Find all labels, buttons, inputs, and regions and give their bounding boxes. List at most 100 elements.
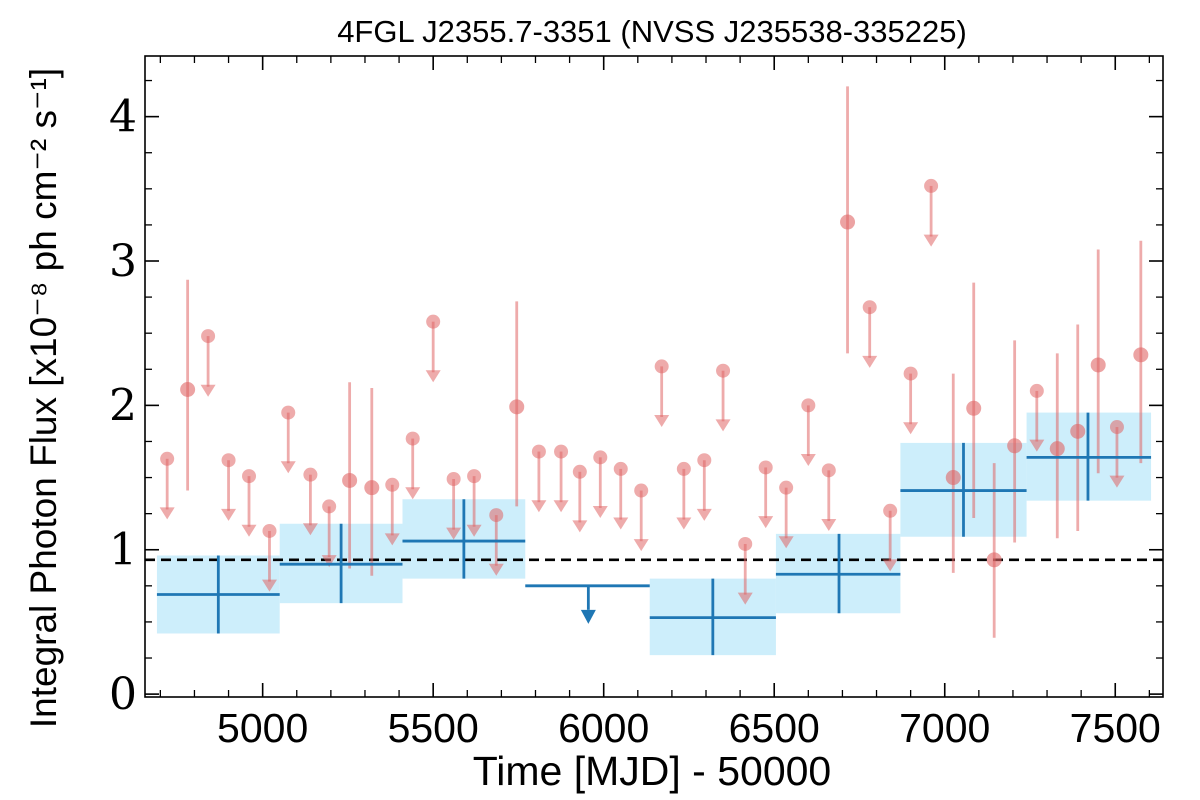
upper-limit-arrow [405,487,421,500]
axes-layer: 5000 5500 6000 6500 7000 7500 0 1 2 3 4 [109,55,1164,751]
upper-limit-arrow [903,422,919,435]
upper-limit-point [426,314,441,329]
upper-limit-point [242,469,257,484]
upper-limit-arrow [221,508,237,521]
upper-limit-arrow [821,518,837,531]
upper-limit-arrow [715,419,731,432]
short-bin-point [509,399,525,415]
upper-limit-point [554,444,569,459]
upper-limit-arrow [553,500,569,513]
upper-limit-arrow [696,508,712,521]
upper-limit-point [821,463,836,478]
upper-limit-point [593,450,608,465]
upper-limit-arrow [572,520,588,533]
upper-limit-point [697,453,712,468]
upper-limit-arrow [758,516,774,529]
upper-limit-arrow [280,461,296,474]
short-bin-point [945,470,961,486]
upper-limit-point [322,499,337,514]
chart-title: 4FGL J2355.7-3351 (NVSS J235538-335225) [337,14,967,49]
upper-limit-point [201,329,216,344]
plot-frame [144,55,1164,698]
short-bin-point [966,400,982,416]
upper-limit-arrow [200,384,216,397]
short-bin-point [364,480,380,496]
upper-limit-arrow [466,524,482,537]
x-tick-label: 5500 [388,705,479,751]
upper-limit-point [801,398,816,413]
upper-limit-arrow [302,523,318,536]
x-tick-label: 6000 [558,705,649,751]
y-tick-label: 4 [109,92,137,143]
upper-limit-point [221,453,236,468]
upper-limit-arrow [778,536,794,549]
short-bin-point [1090,357,1106,373]
short-bin-point [840,214,856,230]
upper-limit-point [1109,420,1124,435]
long-upper-limit-arrow [580,609,596,624]
upper-limit-point [405,431,420,446]
y-tick-label: 2 [109,380,137,431]
upper-limit-arrow [384,533,400,546]
upper-limit-point [446,472,461,487]
upper-limit-point [862,300,877,315]
upper-limit-arrow [425,370,441,383]
upper-limit-arrow [654,415,670,428]
y-tick-label: 1 [109,525,137,576]
y-axis-label: Integral Photon Flux [x10⁻⁸ ph cm⁻² s⁻¹] [23,68,64,728]
y-tick-label: 3 [109,236,137,287]
upper-limit-arrow [862,355,878,368]
short-bin-layer [159,86,1149,638]
upper-limit-point [654,359,669,374]
upper-limit-arrow [488,563,504,576]
upper-limit-point [281,405,296,420]
short-bin-point [342,472,358,488]
upper-limit-point [738,536,753,551]
upper-limit-arrow [737,592,753,605]
upper-limit-point [262,523,277,538]
upper-limit-point [303,467,318,482]
short-bin-point [1007,438,1023,454]
x-tick-label: 7000 [899,705,990,751]
y-tick-label: 0 [109,669,137,720]
upper-limit-arrow [1109,475,1125,488]
x-tick-label: 5000 [217,705,308,751]
upper-limit-point [531,444,546,459]
upper-limit-point [385,477,400,492]
upper-limit-arrow [1029,439,1045,452]
upper-limit-point [1029,383,1044,398]
upper-limit-point [924,178,939,193]
upper-limit-arrow [159,507,175,520]
short-bin-point [1049,441,1065,457]
short-bin-point [1070,423,1086,439]
short-bin-point [986,552,1002,568]
upper-limit-arrow [446,527,462,540]
upper-limit-point [676,461,691,476]
upper-limit-point [572,464,587,479]
short-bin-point [180,381,196,397]
x-axis-label: Time [MJD] - 50000 [473,748,831,794]
upper-limit-point [779,480,794,495]
short-bin-point [1133,347,1149,363]
upper-limit-point [903,366,918,381]
upper-limit-point [634,483,649,498]
upper-limit-arrow [633,539,649,552]
upper-limit-arrow [531,500,547,513]
upper-limit-arrow [676,517,692,530]
upper-limit-arrow [261,579,277,592]
upper-limit-point [467,469,482,484]
upper-limit-arrow [592,505,608,518]
x-tick-label: 7500 [1070,705,1161,751]
upper-limit-arrow [800,454,816,467]
upper-limit-arrow [613,517,629,530]
upper-limit-arrow [882,559,898,572]
upper-limit-point [716,363,731,378]
upper-limit-point [613,461,628,476]
upper-limit-point [489,508,504,523]
long-bin-layer [156,412,1152,656]
upper-limit-arrow [241,524,257,537]
upper-limit-point [883,503,898,518]
upper-limit-point [160,451,175,466]
upper-limit-arrow [923,234,939,247]
